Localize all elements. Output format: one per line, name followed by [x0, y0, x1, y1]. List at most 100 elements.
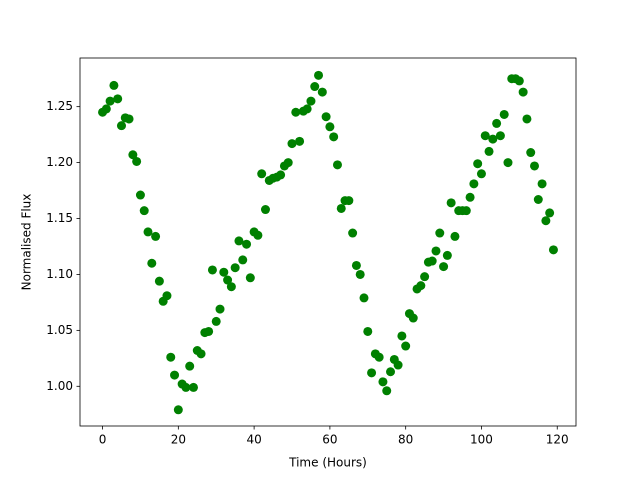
scatter-point [135, 190, 145, 200]
y-tick-label: 1.25 [46, 99, 73, 113]
scatter-point [420, 272, 430, 282]
scatter-point [295, 136, 305, 146]
scatter-point [253, 230, 263, 240]
x-tick-label: 60 [322, 433, 337, 447]
axes-frame [79, 57, 577, 427]
scatter-point [151, 231, 161, 241]
scatter-point [461, 206, 471, 216]
x-tick-label: 100 [470, 433, 493, 447]
scatter-point [378, 377, 388, 387]
scatter-point [537, 179, 547, 189]
scatter-point [170, 370, 180, 380]
y-axis-label: Normalised Flux [20, 194, 34, 291]
scatter-point [469, 179, 479, 189]
scatter-point [522, 114, 532, 124]
scatter-point [332, 160, 342, 170]
scatter-point [533, 194, 543, 204]
scatter-point [162, 291, 172, 301]
scatter-point [427, 256, 437, 266]
scatter-point [329, 132, 339, 142]
scatter-point [223, 275, 233, 285]
scatter-point [465, 192, 475, 202]
scatter-point [408, 313, 418, 323]
scatter-point [545, 208, 555, 218]
scatter-point [291, 107, 301, 117]
scatter-point [499, 109, 509, 119]
scatter-point [113, 94, 123, 104]
scatter-point [226, 282, 236, 292]
y-tick-label: 1.15 [46, 211, 73, 225]
scatter-point [439, 262, 449, 272]
scatter-point [363, 326, 373, 336]
scatter-point [321, 112, 331, 122]
scatter-point [215, 304, 225, 314]
scatter-point [495, 131, 505, 141]
scatter-point [283, 158, 293, 168]
scatter-point [306, 96, 316, 106]
y-tick-label: 1.10 [46, 267, 73, 281]
scatter-point [181, 382, 191, 392]
scatter-point [310, 82, 320, 92]
scatter-point [204, 326, 214, 336]
scatter-point [101, 104, 111, 114]
scatter-point [442, 250, 452, 260]
y-tick-label: 1.05 [46, 323, 73, 337]
scatter-point [242, 239, 252, 249]
scatter-point [401, 341, 411, 351]
scatter-point [348, 228, 358, 238]
scatter-point [317, 87, 327, 97]
scatter-point [207, 265, 217, 275]
scatter-point [488, 134, 498, 144]
y-tick-label: 1.00 [46, 379, 73, 393]
scatter-point [416, 281, 426, 291]
scatter-point [382, 386, 392, 396]
scatter-point [302, 104, 312, 114]
scatter-point [154, 276, 164, 286]
scatter-point [143, 227, 153, 237]
x-tick-label: 80 [398, 433, 413, 447]
scatter-point [374, 352, 384, 362]
scatter-point [109, 80, 119, 90]
scatter-point [276, 170, 286, 180]
x-axis-label: Time (Hours) [288, 456, 367, 470]
scatter-point [260, 205, 270, 215]
scatter-point [139, 206, 149, 216]
x-tick-label: 40 [246, 433, 261, 447]
scatter-point [257, 169, 267, 179]
scatter-point [166, 352, 176, 362]
scatter-point [530, 161, 540, 171]
scatter-point [211, 316, 221, 326]
scatter-point [230, 263, 240, 273]
scatter-point [344, 196, 354, 206]
scatter-point [185, 361, 195, 371]
scatter-point [480, 131, 490, 141]
x-tick-label: 120 [546, 433, 569, 447]
scatter-point [173, 405, 183, 415]
scatter-point [219, 267, 229, 277]
y-tick-label: 1.20 [46, 155, 73, 169]
scatter-point [548, 245, 558, 255]
scatter-point [132, 156, 142, 166]
scatter-point [116, 121, 126, 131]
scatter-point [514, 76, 524, 86]
scatter-point [325, 122, 335, 132]
scatter-point [196, 349, 206, 359]
scatter-point [355, 269, 365, 279]
scatter-point [473, 159, 483, 169]
scatter-point [128, 150, 138, 160]
scatter-point [484, 146, 494, 156]
scatter-point [336, 203, 346, 213]
scatter-point [450, 231, 460, 241]
scatter-point [367, 368, 377, 378]
scatter-point [234, 236, 244, 246]
scatter-point [188, 382, 198, 392]
plot-area [98, 70, 558, 415]
scatter-point [526, 148, 536, 158]
scatter-point [431, 246, 441, 256]
scatter-point [446, 198, 456, 208]
scatter-point [393, 360, 403, 370]
scatter-point [492, 118, 502, 128]
scatter-point [435, 228, 445, 238]
